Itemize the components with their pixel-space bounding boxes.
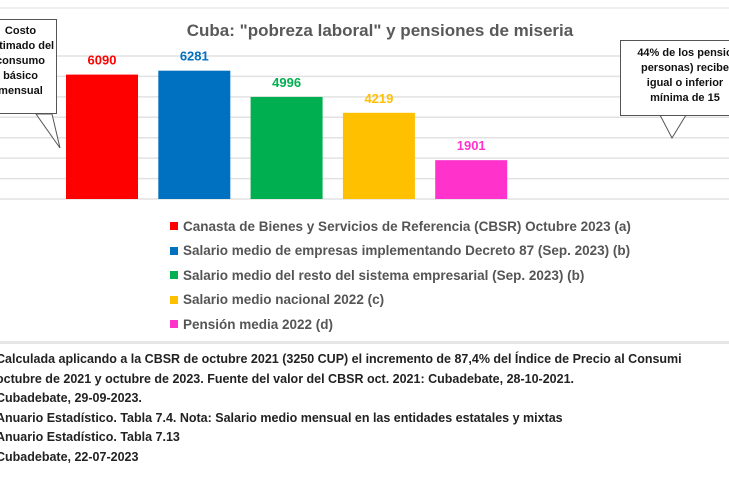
value-label: 6281	[180, 49, 209, 64]
footnote: Anuario Estadístico. Tabla 7.13	[0, 430, 180, 445]
callout-left-pointer	[35, 113, 61, 149]
legend-swatch	[170, 246, 178, 255]
bar	[158, 70, 231, 199]
callout-left-line: mensual	[0, 85, 43, 97]
callout-right-line: mínima de 15	[650, 92, 720, 104]
value-label: 1901	[457, 138, 486, 153]
legend-item: Canasta de Bienes y Servicios de Referen…	[170, 214, 631, 239]
legend-item: Salario medio de empresas implementando …	[170, 239, 631, 264]
callout-right-line: personas) recibe	[640, 62, 729, 74]
footnote: Cubadebate, 22-07-2023	[0, 449, 139, 464]
legend-item: Salario medio nacional 2022 (c)	[170, 288, 631, 313]
footnote: Cubadebate, 29-09-2023.	[0, 391, 142, 406]
value-label: 4996	[272, 75, 301, 90]
legend-swatch	[170, 271, 178, 280]
value-labels: 6090 6281 4996 4219 1901	[88, 49, 486, 153]
chart-title: Cuba: "pobreza laboral" y pensiones de m…	[187, 21, 574, 40]
legend-swatch	[170, 295, 178, 304]
callout-left: Costo estimado del consumo básico mensua…	[0, 19, 57, 114]
top-border	[0, 7, 729, 9]
legend-item: Salario medio del resto del sistema empr…	[170, 263, 631, 288]
callout-left-line: Costo	[4, 25, 37, 37]
callout-right: 44% de los pensio personas) recibe igual…	[620, 40, 729, 116]
legend-label: Salario medio de empresas implementando …	[183, 243, 631, 259]
legend-label: Canasta de Bienes y Servicios de Referen…	[183, 218, 631, 234]
callout-left-line: básico	[3, 70, 38, 82]
footnotes: Calculada aplicando a la CBSR de octubre…	[0, 350, 682, 468]
legend-label: Pensión media 2022 (d)	[183, 316, 334, 332]
bar	[342, 112, 415, 199]
legend-swatch	[170, 222, 178, 231]
divider	[0, 341, 729, 344]
legend-label: Salario medio nacional 2022 (c)	[183, 292, 385, 308]
legend-label: Salario medio del resto del sistema empr…	[183, 267, 585, 283]
bar	[250, 96, 323, 199]
footnote: Anuario Estadístico. Tabla 7.4. Nota: Sa…	[0, 410, 563, 425]
bar-chart: Cuba: "pobreza laboral" y pensiones de m…	[0, 21, 729, 200]
legend-swatch	[170, 320, 178, 329]
footnote: Calculada aplicando a la CBSR de octubre…	[0, 352, 682, 366]
callout-right-line: igual o inferior	[646, 77, 724, 89]
callout-right-line: 44% de los pensio	[637, 47, 729, 59]
value-label: 4219	[364, 91, 393, 106]
callout-left-line: consumo	[0, 55, 45, 67]
legend: Canasta de Bienes y Servicios de Referen…	[170, 214, 631, 337]
callout-right-pointer	[659, 114, 687, 140]
value-label: 6090	[88, 53, 117, 68]
footnote: octubre de 2021 y octubre de 2023. Fuent…	[0, 371, 574, 386]
bar	[66, 74, 138, 199]
legend-item: Pensión media 2022 (d)	[170, 312, 631, 337]
callout-left-line: estimado del	[0, 40, 55, 52]
bar	[435, 160, 508, 199]
bars	[66, 70, 508, 199]
